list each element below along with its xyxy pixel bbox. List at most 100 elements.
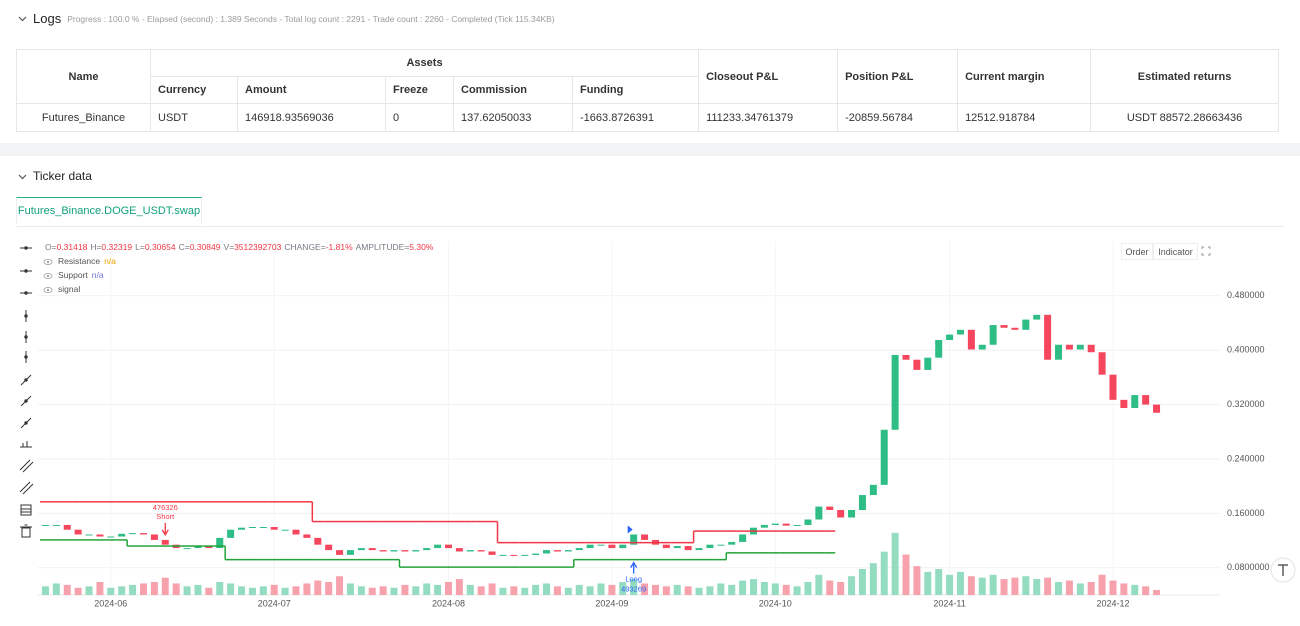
volume-bar (641, 583, 649, 595)
legend-text: Resistance n/a (58, 256, 116, 266)
volume-bar (379, 586, 387, 595)
volume-bar (216, 582, 224, 595)
candle (662, 544, 670, 549)
tool-icon[interactable] (24, 331, 28, 343)
tool-glyph (24, 421, 28, 425)
candle (728, 541, 736, 545)
volume-bar (728, 584, 736, 595)
volume-bar (238, 586, 246, 595)
ohlc-value: 0.32319 (101, 242, 132, 252)
tool-glyph (24, 314, 28, 318)
volume-bar (630, 579, 638, 595)
tool-glyph (24, 291, 28, 295)
candle (1076, 344, 1084, 350)
tool-icon[interactable] (20, 524, 32, 538)
volume-bar (466, 584, 474, 595)
candle (717, 544, 725, 546)
candle (390, 550, 398, 552)
tool-glyph (22, 483, 34, 495)
candle (444, 544, 452, 549)
ohlc-value: 0.30654 (145, 242, 176, 252)
candle (586, 544, 594, 549)
column-header: Estimated returns (1090, 49, 1280, 104)
order-button[interactable]: Order (1121, 243, 1153, 260)
legend-item[interactable]: signal (43, 284, 80, 294)
volume-bar (1109, 580, 1117, 595)
tool-icon[interactable] (20, 291, 32, 295)
tool-icon[interactable] (19, 481, 34, 495)
tool-icon[interactable] (20, 441, 32, 448)
candle (956, 329, 964, 335)
candle (1000, 325, 1008, 328)
tool-icon[interactable] (20, 269, 32, 273)
x-tick-label: 2024-09 (595, 598, 628, 608)
candle (1055, 344, 1063, 360)
tool-icon[interactable] (20, 417, 32, 429)
candle (336, 550, 344, 555)
candle (248, 527, 256, 528)
ohlc-label: V= (223, 242, 234, 252)
volume-bar (815, 574, 823, 595)
logs-header[interactable]: Logs Progress : 100.0 % - Elapsed (secon… (18, 11, 555, 26)
tool-glyph (24, 335, 28, 339)
indicator-button[interactable]: Indicator (1153, 243, 1198, 260)
volume-bar (978, 577, 986, 595)
symbol-tab[interactable]: Futures_Binance.DOGE_USDT.swap (16, 197, 202, 225)
tool-icon[interactable] (24, 310, 28, 322)
volume-bar (1044, 577, 1052, 595)
tool-glyph (22, 461, 34, 473)
volume-bar (357, 586, 365, 595)
candle (139, 533, 147, 535)
tool-icon[interactable] (20, 504, 32, 516)
candle (281, 529, 289, 531)
scroll-top-button[interactable] (1270, 557, 1296, 583)
tool-icon[interactable] (19, 459, 34, 473)
volume-bar (227, 583, 235, 595)
candle (989, 325, 997, 345)
legend-item[interactable]: Support n/a (43, 270, 104, 280)
volume-bar (521, 587, 529, 595)
column-header: Commission (453, 76, 573, 104)
expand-icon[interactable] (1201, 246, 1211, 256)
volume-bar (782, 584, 790, 595)
candle (1087, 344, 1095, 353)
legend-name: signal (58, 284, 80, 294)
volume-bar (575, 584, 583, 595)
volume-bar (401, 584, 409, 595)
candle (346, 550, 354, 555)
volume-bar (717, 583, 725, 595)
tool-icon[interactable] (24, 351, 28, 363)
candle (815, 506, 823, 520)
legend-item[interactable]: Resistance n/a (43, 256, 116, 266)
ticker-header[interactable]: Ticker data (18, 169, 92, 183)
volume-bar (684, 586, 692, 595)
candle (608, 544, 616, 549)
volume-bar (946, 574, 954, 595)
tool-glyph (20, 504, 32, 516)
volume-bar (1033, 579, 1041, 595)
candle (793, 524, 801, 526)
column-header: Freeze (385, 76, 454, 104)
tool-icon[interactable] (20, 374, 32, 386)
legend-status: n/a (104, 256, 116, 266)
volume-bar (477, 586, 485, 595)
ohlc-label: L= (135, 242, 145, 252)
volume-bar (1142, 586, 1150, 595)
volume-bar (858, 569, 866, 595)
candle (63, 524, 71, 530)
tool-icon[interactable] (20, 246, 32, 250)
table-cell: -20859.56784 (837, 103, 959, 132)
candle (292, 529, 300, 535)
tool-glyph (19, 459, 31, 471)
candle (368, 548, 376, 551)
x-tick-label: 2024-12 (1096, 598, 1129, 608)
candle (216, 537, 224, 549)
volume-bar (85, 586, 93, 595)
y-tick-label: 0.480000 (1227, 290, 1265, 300)
candle (150, 534, 158, 540)
volume-bar (129, 584, 137, 595)
tool-icon[interactable] (20, 395, 32, 407)
candle (227, 529, 235, 538)
candle (1120, 399, 1128, 408)
